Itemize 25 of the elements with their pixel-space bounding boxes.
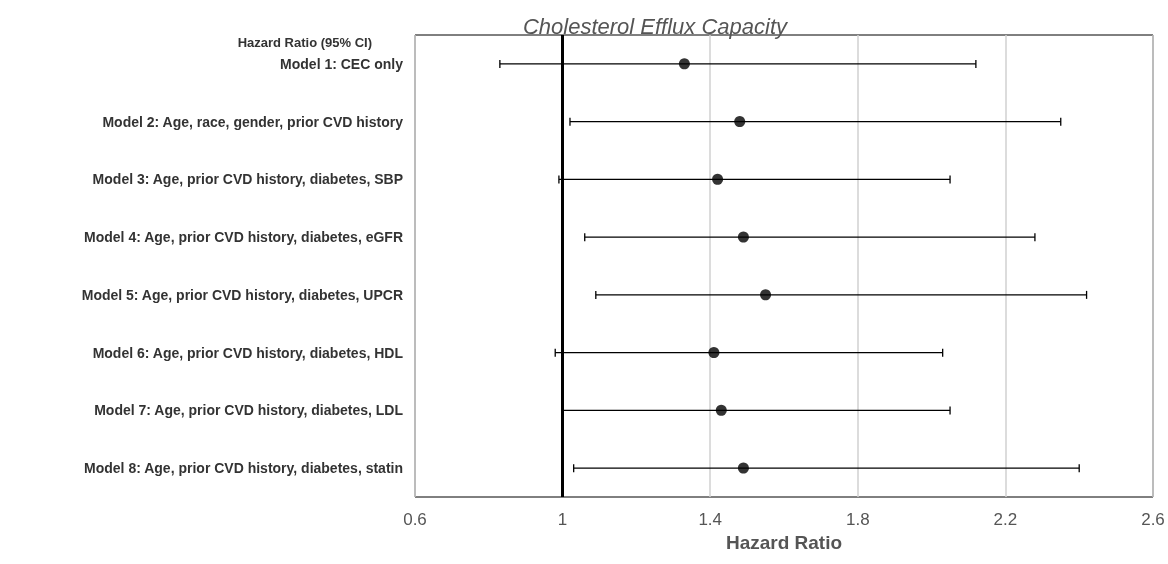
x-axis-title: Hazard Ratio — [725, 532, 843, 553]
y-tick-label: Model 7: Age, prior CVD history, diabetes, LDL — [94, 402, 404, 419]
x-tick-label: 1.8 — [845, 510, 870, 529]
point — [760, 289, 772, 301]
y-tick-label: Model 5: Age, prior CVD history, diabetes, UPCR — [81, 286, 403, 303]
point — [678, 58, 690, 70]
y-tick-label: Model 8: Age, prior CVD history, diabetes, statin — [84, 460, 403, 477]
x-tick-label: 0.6 — [403, 510, 427, 529]
y-axis-title: Hazard Ratio (95% CI) — [237, 35, 372, 50]
y-tick-label: Model 1: CEC only — [280, 55, 404, 72]
point — [734, 116, 746, 128]
point — [737, 231, 749, 243]
x-tick-label: 1.4 — [698, 510, 723, 529]
y-tick-label: Model 2: Age, race, gender, prior CVD history — [102, 113, 404, 130]
y-tick-label: Model 3: Age, prior CVD history, diabetes, SBP — [92, 171, 403, 188]
x-tick-label: 2.2 — [993, 510, 1018, 529]
point — [712, 173, 724, 185]
y-tick-label: Model 4: Age, prior CVD history, diabetes, eGFR — [84, 229, 403, 246]
y-tick-label: Model 6: Age, prior CVD history, diabetes, HDL — [92, 344, 404, 361]
chart-title: Cholesterol Efflux Capacity — [522, 13, 790, 39]
point — [737, 462, 749, 474]
point — [715, 404, 727, 416]
x-tick-label: 1 — [557, 510, 568, 529]
point — [708, 347, 720, 359]
x-tick-label: 2.6 — [1141, 510, 1165, 529]
